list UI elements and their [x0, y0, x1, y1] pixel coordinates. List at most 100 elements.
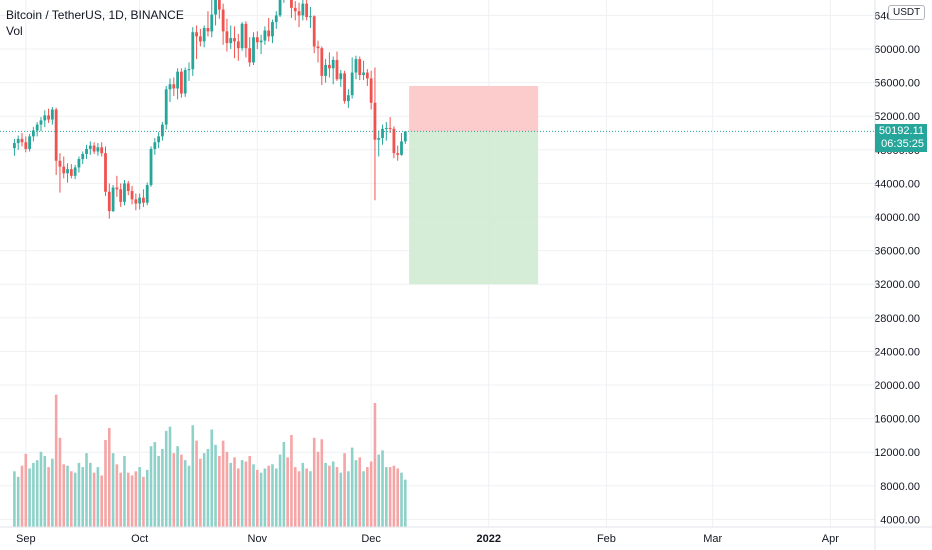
volume-bar — [13, 471, 16, 527]
candle-body — [47, 115, 50, 120]
volume-bar — [100, 475, 103, 527]
volume-bar — [180, 454, 183, 527]
x-tick-label: Nov — [248, 533, 268, 545]
y-tick-label: 20000.00 — [874, 380, 920, 392]
position-tool[interactable] — [409, 85, 539, 285]
candle-body — [381, 128, 384, 139]
volume-bar — [347, 471, 350, 527]
candle-body — [236, 41, 240, 49]
candle-body — [252, 37, 255, 63]
candle-body — [179, 71, 183, 94]
volume-bar — [77, 462, 81, 527]
volume-bar — [271, 464, 274, 527]
volume-bar — [24, 453, 28, 527]
volume-bar — [85, 453, 88, 527]
volume-bar — [142, 476, 145, 527]
candle-body — [305, 3, 309, 18]
candle-body — [202, 28, 206, 42]
candle-body — [88, 145, 92, 149]
take-profit-zone — [409, 131, 539, 285]
candle-body — [343, 73, 346, 102]
candle-body — [24, 142, 28, 149]
symbol-title[interactable]: Bitcoin / TetherUS, 1D, BINANCE — [6, 8, 184, 22]
volume-bar — [92, 472, 96, 527]
volume-bar — [62, 464, 66, 527]
volume-bar — [206, 448, 210, 527]
volume-bar — [183, 460, 187, 527]
candle-body — [81, 154, 85, 160]
candle-body — [217, 0, 221, 10]
volume-bar — [328, 465, 331, 527]
volume-indicator-label[interactable]: Vol — [6, 24, 23, 38]
candle-body — [244, 23, 248, 49]
volume-bar — [195, 440, 198, 527]
volume-bar — [89, 462, 92, 527]
volume-bar — [66, 465, 69, 527]
volume-bar — [168, 426, 172, 527]
volume-bar — [16, 476, 20, 527]
volume-bar — [244, 461, 248, 527]
volume-bar — [293, 467, 297, 527]
volume-bar — [233, 457, 236, 527]
candle-body — [130, 190, 134, 200]
volume-bar — [354, 460, 358, 527]
volume-bar — [104, 439, 107, 527]
volume-bar — [176, 446, 179, 527]
volume-bar — [172, 453, 176, 527]
candle-body — [263, 30, 267, 41]
volume-bar — [320, 439, 324, 527]
volume-bar — [43, 455, 47, 527]
volume-bar — [35, 460, 39, 527]
volume-bar — [297, 471, 301, 527]
candlesticks — [13, 0, 407, 219]
candle-body — [62, 166, 66, 174]
x-tick-label: Oct — [131, 533, 148, 545]
candle-body — [119, 189, 123, 202]
volume-bar — [259, 472, 263, 527]
candle-body — [142, 197, 145, 203]
volume-bar — [138, 467, 141, 527]
candle-body — [145, 185, 149, 203]
volume-bar — [377, 454, 381, 527]
volume-bar — [282, 442, 286, 527]
candle-body — [187, 69, 191, 71]
volume-bar — [263, 468, 267, 527]
volume-bar — [149, 446, 153, 527]
volume-bar — [350, 447, 354, 527]
volume-bar — [305, 468, 308, 527]
candle-body — [278, 0, 282, 16]
candle-body — [206, 28, 210, 32]
volume-bar — [210, 429, 214, 527]
y-tick-label: 32000.00 — [874, 279, 920, 291]
volume-bar — [316, 451, 320, 527]
candle-body — [172, 84, 176, 89]
volume-bar — [362, 471, 365, 527]
volume-bar — [164, 430, 168, 527]
candle-body — [92, 145, 96, 152]
time-axis[interactable]: Sep Oct Nov Dec 2022 Feb Mar Apr — [0, 526, 932, 545]
candle-body — [324, 64, 328, 76]
x-tick-label: Apr — [822, 533, 839, 545]
candle-body — [369, 78, 373, 103]
candle-body — [69, 169, 73, 176]
candle-body — [240, 23, 244, 49]
volume-bar — [119, 472, 122, 527]
volume-bar — [225, 451, 229, 527]
volume-bar — [187, 465, 191, 527]
volume-bar — [358, 457, 362, 527]
candle-body — [153, 142, 157, 149]
currency-button[interactable]: USDT — [888, 5, 926, 20]
candle-body — [100, 147, 104, 154]
bar-countdown: 06:35:25 — [881, 138, 924, 150]
candle-body — [403, 131, 407, 142]
volume-bar — [301, 462, 305, 527]
candle-body — [85, 148, 88, 154]
price-axis[interactable]: 64000.0060000.0056000.0052000.0048000.00… — [874, 0, 920, 550]
volume-bar — [58, 437, 62, 527]
volume-bar — [134, 471, 138, 527]
volume-bar — [70, 471, 73, 527]
candle-body — [365, 72, 369, 79]
candle-body — [43, 115, 47, 121]
